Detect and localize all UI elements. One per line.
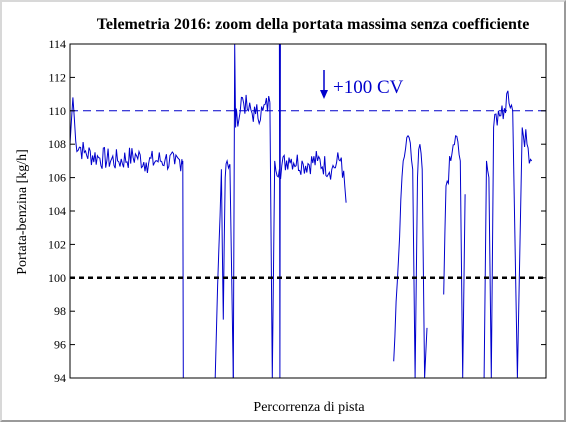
annotation-arrowhead [320,90,328,99]
y-tick-label: 102 [48,237,66,251]
series-line-segment [269,102,347,378]
series-line-segment [214,159,234,378]
series-line-segment [70,97,184,378]
y-tick-label: 110 [48,104,66,118]
series-line-segment [232,44,271,378]
chart-title: Telemetria 2016: zoom della portata mass… [97,16,530,33]
y-axis-label: Portata-benzina [kg/h] [15,149,30,275]
series-line-segment [393,134,428,378]
y-tick-label: 108 [48,137,66,151]
y-tick-label: 104 [48,204,66,218]
series-line-segment [483,90,533,378]
series-line-segment [443,135,466,378]
annotation-label: +100 CV [333,77,404,98]
y-tick-label: 96 [54,338,66,352]
y-tick-label: 100 [48,271,66,285]
series-line-segment [278,44,281,378]
y-tick-label: 94 [54,371,66,385]
y-tick-label: 114 [48,37,66,51]
y-tick-label: 106 [48,171,66,185]
plot-area [70,44,546,378]
x-axis-label: Percorrenza di pista [253,400,365,415]
y-tick-label: 112 [48,70,66,84]
y-tick-label: 98 [54,304,66,318]
